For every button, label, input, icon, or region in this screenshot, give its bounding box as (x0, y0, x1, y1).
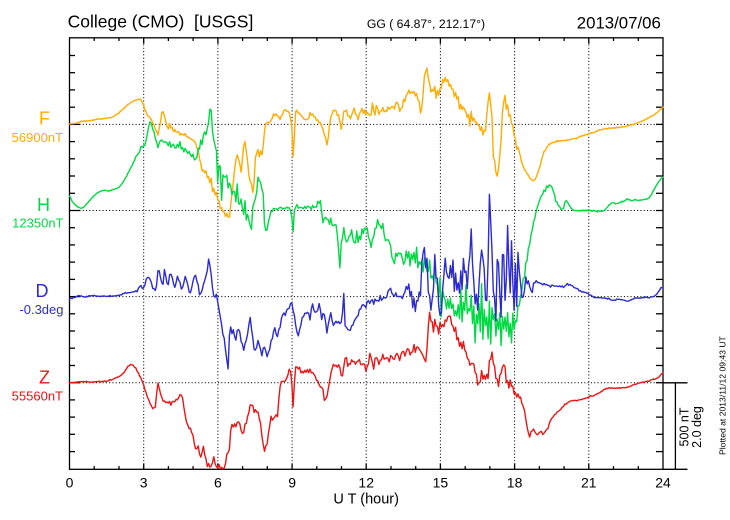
svg-text:21: 21 (581, 475, 597, 491)
svg-text:F: F (39, 109, 50, 129)
svg-text:500 nT: 500 nT (678, 407, 692, 446)
svg-text:56900nT: 56900nT (12, 130, 63, 145)
svg-text:College (CMO) [USGS]: College (CMO) [USGS] (68, 12, 254, 32)
svg-text:-0.3deg: -0.3deg (19, 302, 63, 317)
svg-text:3: 3 (140, 475, 148, 491)
svg-text:GG ( 64.87°, 212.17°): GG ( 64.87°, 212.17°) (367, 17, 485, 31)
svg-text:12350nT: 12350nT (12, 216, 63, 231)
svg-text:H: H (37, 195, 50, 215)
svg-text:Z: Z (39, 367, 50, 387)
svg-text:Plotted at 2013/11/12 09:43 UT: Plotted at 2013/11/12 09:43 UT (718, 335, 728, 455)
svg-text:0: 0 (66, 475, 74, 491)
svg-text:18: 18 (507, 475, 523, 491)
svg-text:2.0 deg: 2.0 deg (690, 406, 704, 448)
svg-text:U T (hour): U T (hour) (333, 492, 399, 508)
svg-text:D: D (36, 281, 49, 301)
svg-text:55560nT: 55560nT (12, 388, 63, 403)
svg-text:15: 15 (433, 475, 449, 491)
svg-text:12: 12 (358, 475, 374, 491)
svg-text:2013/07/06: 2013/07/06 (577, 14, 661, 33)
svg-text:24: 24 (655, 475, 671, 491)
svg-text:6: 6 (214, 475, 222, 491)
svg-text:9: 9 (288, 475, 296, 491)
